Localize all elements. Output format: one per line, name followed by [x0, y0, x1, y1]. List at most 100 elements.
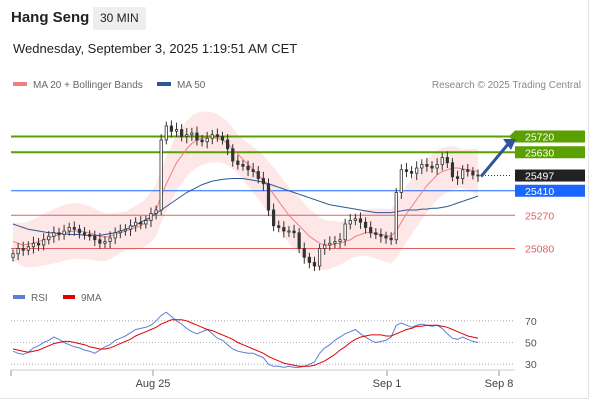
candle-body [205, 137, 209, 143]
candle-body [328, 242, 332, 246]
candle [394, 188, 398, 245]
candle [445, 151, 449, 168]
candle [379, 228, 383, 243]
candle [317, 244, 322, 271]
candle-body [425, 164, 429, 167]
legend-ma20-label: MA 20 + Bollinger Bands [33, 80, 143, 91]
candle-body [98, 239, 102, 244]
rsi-layer: 70 50 30 [11, 311, 537, 371]
candle [348, 214, 352, 230]
candle [57, 227, 61, 241]
candle-body [11, 253, 15, 258]
candle [195, 126, 199, 146]
candle-body [134, 221, 138, 227]
candle-body [353, 218, 357, 221]
candle-body [67, 227, 71, 232]
candle [123, 224, 128, 236]
level-label-25497: 25497 [525, 171, 554, 183]
candle [164, 121, 168, 145]
candle-body [476, 174, 480, 177]
candles-layer [11, 120, 516, 272]
level-label-25270: 25270 [525, 210, 554, 222]
candle [241, 160, 245, 171]
candle-body [358, 218, 363, 223]
candle [425, 158, 429, 172]
candle-body [272, 209, 276, 227]
candle-body [374, 232, 378, 235]
x-tick-label: Sep 1 [373, 378, 402, 390]
candle-body [466, 169, 470, 172]
candle [98, 232, 102, 249]
candle [154, 205, 158, 220]
candle [251, 162, 255, 178]
candle [108, 231, 112, 249]
candle-body [404, 169, 409, 172]
candle-body [72, 227, 76, 230]
levels-layer: 25720 25630 25497 25410 25270 25080 [11, 130, 585, 256]
candle [82, 226, 87, 240]
candle-body [123, 228, 128, 232]
candle-body [231, 148, 235, 162]
candle [231, 144, 235, 167]
interval-badge[interactable]: 30 MIN [93, 7, 146, 30]
candle-body [261, 178, 265, 185]
candle [440, 152, 444, 171]
candle-body [210, 134, 214, 139]
candle [312, 256, 317, 272]
candle-body [154, 209, 158, 214]
candle [159, 134, 163, 216]
chart-header: Hang Seng 30 MIN [0, 0, 590, 36]
candle [389, 232, 393, 245]
candle [302, 242, 306, 264]
candle [174, 122, 179, 137]
last-price-tag [515, 169, 585, 182]
resistance-tag-25630 [515, 146, 585, 159]
candle-body [461, 169, 465, 179]
legend-ma50: MA 50 [157, 80, 205, 91]
candle [307, 252, 311, 269]
candle [134, 217, 138, 232]
legend-9ma: 9MA [63, 293, 102, 304]
candle-body [220, 136, 225, 141]
candle-body [62, 230, 66, 235]
candle-body [415, 167, 419, 174]
legend-ma50-label: MA 50 [177, 80, 206, 91]
candle-body [297, 232, 301, 249]
candle-body [323, 244, 327, 249]
candle [11, 249, 15, 262]
candle-body [246, 165, 250, 171]
candle [47, 231, 51, 245]
candle-body [185, 134, 189, 137]
candle [36, 238, 41, 252]
candle-body [409, 171, 414, 174]
candle-body [236, 160, 240, 165]
candle [343, 218, 347, 246]
candle-body [430, 165, 434, 169]
candle [450, 158, 455, 182]
candle [77, 224, 82, 239]
candle [353, 213, 357, 226]
candle [169, 120, 174, 138]
candle [461, 165, 465, 185]
rsi-swatch [13, 295, 25, 300]
symbol-title: Hang Seng [11, 9, 90, 26]
ma20-swatch [13, 82, 27, 87]
candle [236, 155, 240, 170]
rsi-9ma-line [12, 319, 479, 367]
candle [128, 219, 133, 236]
candle-body [445, 157, 449, 164]
candle [16, 242, 20, 261]
bollinger-band-layer [13, 111, 478, 270]
candle-body [338, 239, 342, 242]
candle-body [348, 220, 352, 225]
candle [455, 170, 460, 185]
candle-body [164, 125, 168, 141]
candle-body [277, 225, 281, 228]
datetime-label: Wednesday, September 3, 2025 1:19:51 AM … [13, 41, 298, 56]
x-axis-layer: Aug 25 Sep 1 Sep 8 [10, 369, 515, 390]
candle [246, 160, 250, 177]
candle-body [450, 162, 455, 178]
rsi-tick-30: 30 [525, 359, 537, 371]
candle [435, 158, 439, 175]
candle [323, 239, 327, 255]
